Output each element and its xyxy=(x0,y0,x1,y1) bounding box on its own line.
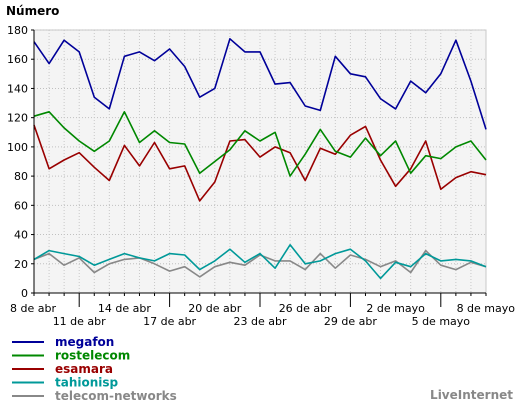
y-tick-label: 80 xyxy=(14,170,28,183)
y-tick-label: 140 xyxy=(7,82,28,95)
x-tick-label: 11 de abr xyxy=(53,315,106,328)
series-line-esamara xyxy=(33,124,487,202)
y-tick-label: 40 xyxy=(14,229,28,242)
x-tick-label: 8 de mayo xyxy=(457,302,516,315)
y-tick-label: 100 xyxy=(7,141,28,154)
x-tick-label: 17 de abr xyxy=(143,315,196,328)
y-tick-label: 160 xyxy=(7,53,28,66)
legend-label-rostelecom: rostelecom xyxy=(55,349,130,363)
x-tick-label: 2 de mayo xyxy=(366,302,425,315)
legend: megafonrostelecomesamaratahionisptelecom… xyxy=(12,335,177,403)
y-tick-label: 20 xyxy=(14,258,28,271)
series-line-telecom-networks xyxy=(33,249,487,278)
y-tick-labels: 0 20 40 60 80 100 120 140 160 180 xyxy=(7,24,28,300)
x-tick-label: 8 de abr xyxy=(10,302,56,315)
x-tick-labels: 8 de abr 14 de abr 20 de abr 26 de abr 2 de … xyxy=(10,302,515,328)
x-tick-label: 29 de abr xyxy=(324,315,377,328)
axes xyxy=(31,29,487,307)
series-lines xyxy=(33,37,487,280)
y-tick-label: 180 xyxy=(7,24,28,37)
y-axis-label: Número xyxy=(6,4,59,18)
legend-label-esamara: esamara xyxy=(55,362,113,376)
series-line-rostelecom xyxy=(33,111,487,177)
brand-logo-text: LiveInternet xyxy=(430,388,513,402)
legend-label-megafon: megafon xyxy=(55,335,114,349)
legend-label-tahionisp: tahionisp xyxy=(55,376,119,390)
legend-label-telecom-networks: telecom-networks xyxy=(55,389,177,403)
y-tick-label: 60 xyxy=(14,199,28,212)
x-tick-label: 14 de abr xyxy=(98,302,151,315)
y-tick-label: 0 xyxy=(21,287,28,300)
x-tick-label: 5 de mayo xyxy=(412,315,471,328)
y-tick-label: 120 xyxy=(7,112,28,125)
series-line-megafon xyxy=(33,37,487,130)
series-line-tahionisp xyxy=(33,244,487,280)
x-tick-label: 23 de abr xyxy=(234,315,287,328)
grid-lines xyxy=(34,29,487,293)
x-tick-label: 20 de abr xyxy=(188,302,241,315)
x-tick-label: 26 de abr xyxy=(279,302,332,315)
